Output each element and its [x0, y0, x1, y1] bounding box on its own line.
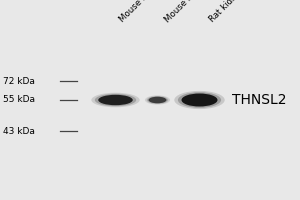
Ellipse shape: [148, 97, 166, 103]
Ellipse shape: [95, 94, 136, 106]
Text: 72 kDa: 72 kDa: [3, 76, 35, 86]
Ellipse shape: [91, 93, 140, 107]
Ellipse shape: [147, 96, 168, 104]
Ellipse shape: [178, 92, 221, 108]
Ellipse shape: [145, 95, 170, 105]
Text: 43 kDa: 43 kDa: [3, 127, 35, 136]
Ellipse shape: [98, 95, 133, 105]
Ellipse shape: [174, 91, 225, 109]
Text: Mouse liver: Mouse liver: [163, 0, 205, 24]
Text: Mouse kidney: Mouse kidney: [118, 0, 167, 24]
Text: 55 kDa: 55 kDa: [3, 96, 35, 104]
Ellipse shape: [182, 94, 218, 106]
Text: THNSL2: THNSL2: [232, 93, 287, 107]
Text: Rat kidney: Rat kidney: [208, 0, 247, 24]
